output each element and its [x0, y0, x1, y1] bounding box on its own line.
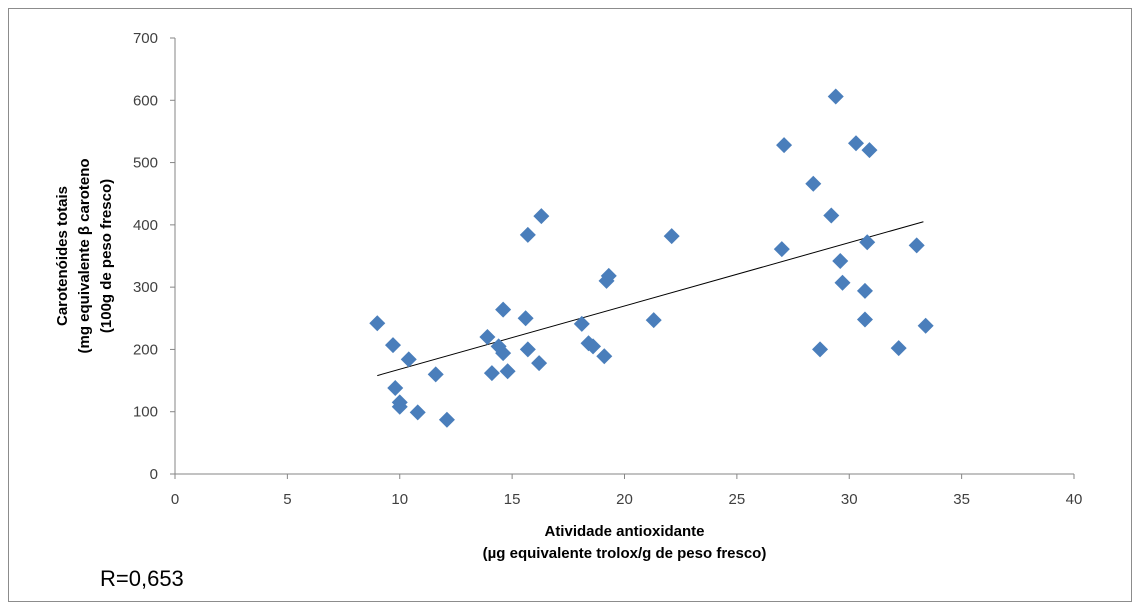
data-point	[483, 365, 500, 382]
y-tick-label: 100	[133, 404, 158, 421]
data-point	[812, 341, 829, 358]
trendline	[377, 221, 924, 377]
data-point	[890, 340, 907, 357]
data-point	[409, 404, 426, 421]
data-point	[776, 137, 793, 154]
data-point	[832, 252, 849, 269]
y-tick-label: 400	[133, 217, 158, 234]
data-point	[531, 355, 548, 372]
y-axis-title-line: Carotenóides totais	[54, 186, 71, 326]
x-tick-label: 40	[1066, 491, 1083, 508]
x-tick-label: 15	[504, 491, 521, 508]
correlation-annotation: R=0,653	[100, 566, 184, 591]
data-point	[517, 310, 534, 327]
data-point	[369, 315, 386, 332]
data-point	[847, 135, 864, 152]
data-point	[585, 338, 602, 355]
data-point	[499, 363, 516, 380]
y-tick-label: 500	[133, 155, 158, 172]
x-axis-title-line: (µg equivalente trolox/g de peso fresco)	[483, 545, 767, 562]
data-point	[861, 142, 878, 159]
data-point	[663, 228, 680, 245]
data-points	[369, 88, 934, 428]
data-point	[533, 208, 550, 225]
x-tick-label: 10	[391, 491, 408, 508]
data-point	[917, 317, 934, 334]
axis-labels: 0 5 10 15 20 25 30 35 400100200300400500600700At…	[54, 30, 1082, 562]
data-point	[495, 301, 512, 318]
axes	[170, 37, 1075, 479]
data-point	[856, 282, 873, 299]
data-point	[908, 237, 925, 254]
y-axis-title-line: (mg equivalente β caroteno	[76, 158, 93, 353]
y-tick-label: 600	[133, 92, 158, 109]
data-point	[834, 274, 851, 291]
data-point	[519, 226, 536, 243]
y-tick-label: 700	[133, 30, 158, 47]
x-tick-label: 30	[841, 491, 858, 508]
data-point	[391, 398, 408, 415]
chart-frame	[8, 8, 1132, 602]
data-point	[479, 328, 496, 345]
x-tick-label: 20	[616, 491, 633, 508]
data-point	[805, 175, 822, 192]
x-axis-title-line: Atividade antioxidante	[544, 523, 704, 540]
data-point	[596, 348, 613, 365]
data-point	[773, 241, 790, 258]
data-point	[823, 207, 840, 224]
data-point	[400, 351, 417, 368]
y-axis-title-line: (100g de peso fresco)	[98, 179, 115, 333]
x-tick-label: 35	[953, 491, 970, 508]
data-point	[573, 315, 590, 332]
data-point	[387, 380, 404, 397]
data-point	[427, 366, 444, 383]
y-tick-label: 0	[150, 466, 158, 483]
data-point	[600, 267, 617, 284]
data-point	[495, 345, 512, 362]
data-point	[438, 411, 455, 428]
y-tick-label: 200	[133, 341, 158, 358]
data-point	[856, 311, 873, 328]
data-point	[385, 337, 402, 354]
data-point	[827, 88, 844, 105]
data-point	[519, 341, 536, 358]
x-tick-label: 0	[171, 491, 179, 508]
y-tick-label: 300	[133, 279, 158, 296]
data-point	[859, 234, 876, 251]
data-point	[645, 312, 662, 329]
x-tick-label: 5	[283, 491, 291, 508]
x-tick-label: 25	[729, 491, 746, 508]
